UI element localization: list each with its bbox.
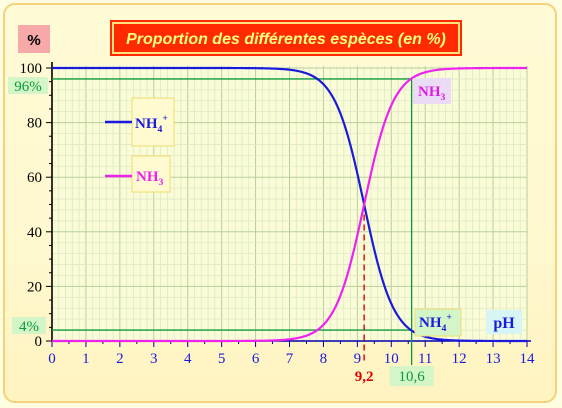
title-box [110, 20, 462, 56]
curve-label-nh3: NH3 [418, 84, 446, 103]
pct-low-box [12, 317, 46, 334]
pct-low-label: 4% [19, 319, 39, 335]
curves [52, 66, 527, 343]
series-line-1 [52, 66, 527, 343]
y-tick-label: 20 [27, 279, 42, 295]
ph-high-label: 10,6 [399, 369, 426, 385]
curve-label-box-nh4 [414, 308, 462, 337]
curve-label-nh4: NH4+ [419, 312, 452, 334]
x-tick-label: 3 [150, 351, 158, 367]
y-tick-label: 60 [27, 170, 42, 186]
x-tick-label: 10 [384, 351, 399, 367]
x-tick-label: 4 [184, 351, 192, 367]
ph-label-box [486, 310, 522, 334]
x-tick-label: 11 [418, 351, 432, 367]
pka-label: 9,2 [355, 369, 374, 385]
chart-title: Proportion des différentes espèces (en %… [126, 31, 446, 48]
y-tick-label: 0 [35, 334, 43, 350]
x-tick-label: 5 [218, 351, 226, 367]
y-tick-label: 40 [27, 225, 42, 241]
ylabel-box [18, 25, 50, 53]
x-tick-label: 9 [354, 351, 362, 367]
x-tick-label: 7 [286, 351, 294, 367]
annotations: 96% 4% 9,2 10,6 NH4+ NH3 NH3 NH4+ pH [8, 77, 522, 386]
ph-high-box [389, 366, 434, 386]
legend-label-nh3: NH3 [136, 169, 164, 188]
legend-label-nh4: NH4+ [135, 113, 168, 135]
pct-high-box [8, 77, 48, 94]
x-axis-label: pH [493, 315, 515, 332]
pct-high-label: 96% [14, 79, 42, 95]
title-box-inner [112, 22, 460, 54]
y-axis-label: % [27, 32, 40, 49]
x-tick-label: 8 [320, 351, 328, 367]
x-tick-label: 6 [252, 351, 260, 367]
reference-lines [52, 78, 413, 365]
x-tick-label: 1 [82, 351, 90, 367]
series-line-0 [52, 66, 527, 343]
y-tick-label: 80 [27, 116, 42, 132]
x-tick-label: 2 [116, 351, 124, 367]
curve-label-box-nh3 [413, 78, 451, 104]
y-tick-label: 100 [20, 61, 43, 77]
legend-box-nh4 [131, 97, 175, 147]
x-tick-label: 0 [48, 351, 56, 367]
x-tick-label: 14 [520, 351, 536, 367]
legend-box-nh3 [131, 155, 171, 193]
x-tick-label: 13 [486, 351, 501, 367]
x-tick-label: 12 [452, 351, 467, 367]
